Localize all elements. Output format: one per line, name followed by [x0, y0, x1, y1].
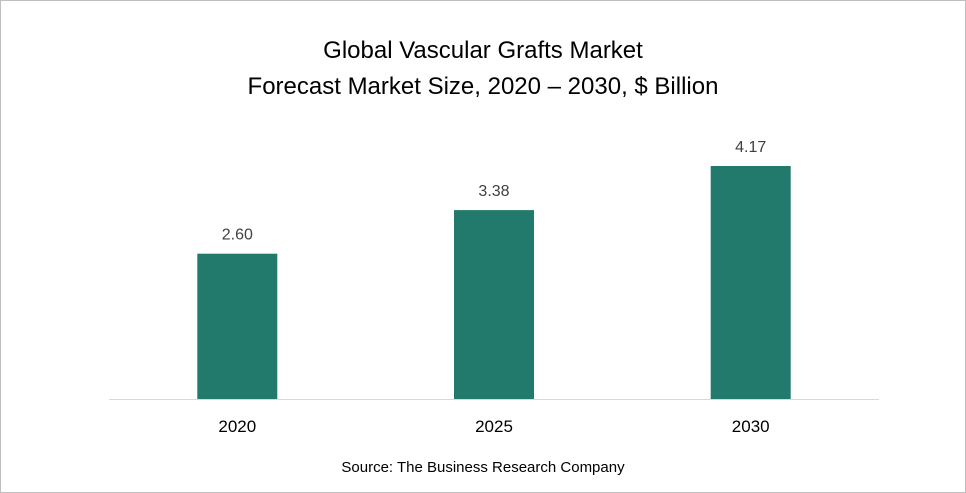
chart-subtitle: Forecast Market Size, 2020 – 2030, $ Bil… — [247, 73, 719, 100]
source-note: Source: The Business Research Company — [341, 459, 625, 476]
bar-2020 — [197, 253, 278, 399]
data-label-2030: 4.17 — [735, 139, 766, 156]
bar-2030 — [710, 166, 791, 399]
x-tick-label-2020: 2020 — [218, 417, 256, 436]
x-tick-label-2030: 2030 — [732, 417, 770, 436]
data-label-2020: 2.60 — [222, 227, 253, 244]
x-tick-label-2025: 2025 — [475, 417, 513, 436]
bar-2025 — [454, 210, 534, 399]
chart-title: Global Vascular Grafts Market — [323, 37, 643, 64]
data-label-2025: 3.38 — [478, 183, 509, 200]
